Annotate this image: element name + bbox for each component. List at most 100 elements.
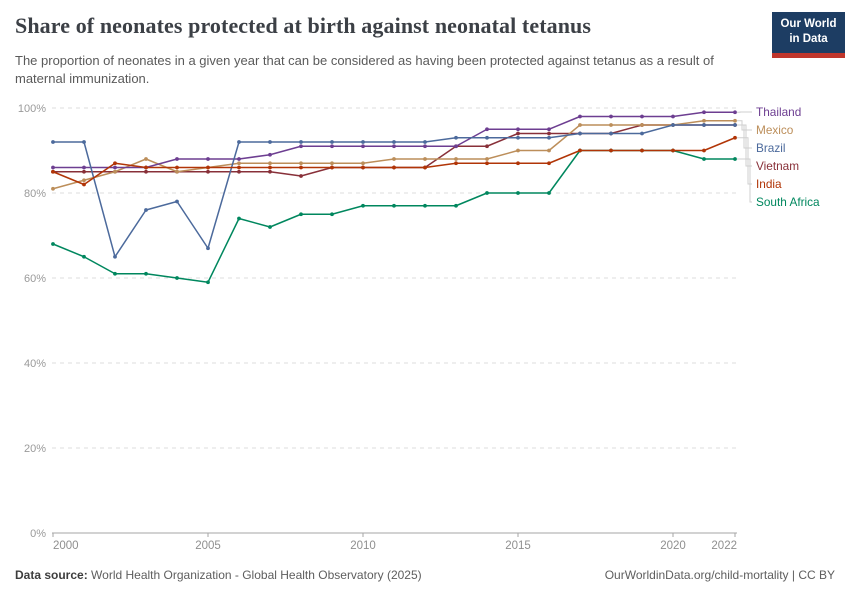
point-brazil-2022[interactable] [733, 123, 737, 127]
point-south-africa-2021[interactable] [702, 157, 706, 161]
point-vietnam-2003[interactable] [144, 169, 148, 174]
point-thailand-2021[interactable] [702, 110, 706, 115]
point-india-2001[interactable] [82, 182, 86, 187]
point-thailand-2007[interactable] [268, 152, 272, 157]
point-thailand-2022[interactable] [733, 110, 737, 115]
point-india-2008[interactable] [299, 165, 303, 170]
point-mexico-2021[interactable] [702, 118, 706, 123]
legend-label-mexico[interactable]: Mexico [756, 123, 794, 137]
point-south-africa-2009[interactable] [330, 212, 334, 217]
point-mexico-2011[interactable] [392, 157, 396, 161]
point-india-2004[interactable] [175, 165, 179, 170]
point-thailand-2019[interactable] [640, 114, 644, 119]
point-mexico-2016[interactable] [547, 148, 551, 153]
point-mexico-2010[interactable] [361, 161, 365, 166]
point-brazil-2011[interactable] [392, 140, 396, 144]
point-thailand-2010[interactable] [361, 144, 365, 149]
point-south-africa-2008[interactable] [299, 212, 303, 217]
point-vietnam-2016[interactable] [547, 131, 551, 136]
point-thailand-2006[interactable] [237, 157, 241, 161]
point-mexico-2022[interactable] [733, 118, 737, 123]
point-vietnam-2006[interactable] [237, 169, 241, 174]
point-mexico-2001[interactable] [82, 178, 86, 183]
legend-label-brazil[interactable]: Brazil [756, 141, 786, 155]
point-india-2016[interactable] [547, 161, 551, 166]
point-vietnam-2007[interactable] [268, 169, 272, 174]
point-south-africa-2011[interactable] [392, 203, 396, 208]
point-brazil-2004[interactable] [175, 199, 179, 204]
point-brazil-2012[interactable] [423, 140, 427, 144]
point-brazil-2001[interactable] [82, 140, 86, 144]
point-vietnam-2014[interactable] [485, 144, 489, 149]
point-south-africa-2013[interactable] [454, 203, 458, 208]
owid-url-note[interactable]: OurWorldinData.org/child-mortality | CC … [604, 568, 835, 582]
legend-label-south-africa[interactable]: South Africa [756, 195, 820, 209]
owid-logo[interactable]: Our World in Data [772, 12, 845, 58]
point-brazil-2014[interactable] [485, 135, 489, 140]
point-brazil-2018[interactable] [609, 131, 613, 136]
point-india-2013[interactable] [454, 161, 458, 166]
point-brazil-2015[interactable] [516, 135, 520, 140]
point-india-2011[interactable] [392, 165, 396, 170]
point-south-africa-2014[interactable] [485, 191, 489, 195]
point-india-2014[interactable] [485, 161, 489, 166]
point-brazil-2013[interactable] [454, 135, 458, 140]
point-thailand-2018[interactable] [609, 114, 613, 119]
point-india-2015[interactable] [516, 161, 520, 166]
point-thailand-2015[interactable] [516, 127, 520, 132]
point-india-2021[interactable] [702, 148, 706, 153]
point-thailand-2013[interactable] [454, 144, 458, 149]
point-thailand-2000[interactable] [51, 165, 55, 170]
point-india-2002[interactable] [113, 161, 117, 166]
point-thailand-2005[interactable] [206, 157, 210, 161]
point-thailand-2008[interactable] [299, 144, 303, 149]
point-south-africa-2004[interactable] [175, 276, 179, 280]
point-brazil-2003[interactable] [144, 208, 148, 212]
point-mexico-2006[interactable] [237, 161, 241, 166]
point-brazil-2020[interactable] [671, 123, 675, 127]
point-south-africa-2015[interactable] [516, 191, 520, 195]
point-mexico-2015[interactable] [516, 148, 520, 153]
point-brazil-2021[interactable] [702, 123, 706, 127]
point-vietnam-2005[interactable] [206, 169, 210, 174]
point-brazil-2008[interactable] [299, 140, 303, 144]
point-mexico-2002[interactable] [113, 169, 117, 174]
point-thailand-2014[interactable] [485, 127, 489, 132]
point-india-2019[interactable] [640, 148, 644, 153]
point-thailand-2017[interactable] [578, 114, 582, 119]
point-mexico-2014[interactable] [485, 157, 489, 161]
point-vietnam-2008[interactable] [299, 174, 303, 178]
point-mexico-2018[interactable] [609, 123, 613, 127]
point-brazil-2005[interactable] [206, 246, 210, 251]
point-mexico-2004[interactable] [175, 169, 179, 174]
point-south-africa-2006[interactable] [237, 216, 241, 221]
point-brazil-2006[interactable] [237, 140, 241, 144]
point-thailand-2011[interactable] [392, 144, 396, 149]
point-india-2009[interactable] [330, 165, 334, 170]
legend-label-india[interactable]: India [756, 177, 782, 191]
point-mexico-2000[interactable] [51, 186, 55, 191]
point-brazil-2002[interactable] [113, 254, 117, 259]
point-india-2000[interactable] [51, 169, 55, 174]
series-line-south-africa[interactable] [52, 149, 735, 283]
point-india-2010[interactable] [361, 165, 365, 170]
point-brazil-2017[interactable] [578, 131, 582, 136]
point-brazil-2007[interactable] [268, 140, 272, 144]
series-line-mexico[interactable] [52, 120, 735, 190]
point-brazil-2000[interactable] [51, 140, 55, 144]
point-brazil-2009[interactable] [330, 140, 334, 144]
point-vietnam-2001[interactable] [82, 169, 86, 174]
point-brazil-2010[interactable] [361, 140, 365, 144]
point-mexico-2007[interactable] [268, 161, 272, 166]
point-brazil-2016[interactable] [547, 135, 551, 140]
point-south-africa-2010[interactable] [361, 203, 365, 208]
point-south-africa-2007[interactable] [268, 225, 272, 229]
point-india-2006[interactable] [237, 165, 241, 170]
point-thailand-2009[interactable] [330, 144, 334, 149]
point-south-africa-2002[interactable] [113, 271, 117, 276]
point-mexico-2013[interactable] [454, 157, 458, 161]
legend-label-vietnam[interactable]: Vietnam [756, 159, 799, 173]
point-mexico-2009[interactable] [330, 161, 334, 166]
point-india-2012[interactable] [423, 165, 427, 170]
point-south-africa-2001[interactable] [82, 254, 86, 259]
